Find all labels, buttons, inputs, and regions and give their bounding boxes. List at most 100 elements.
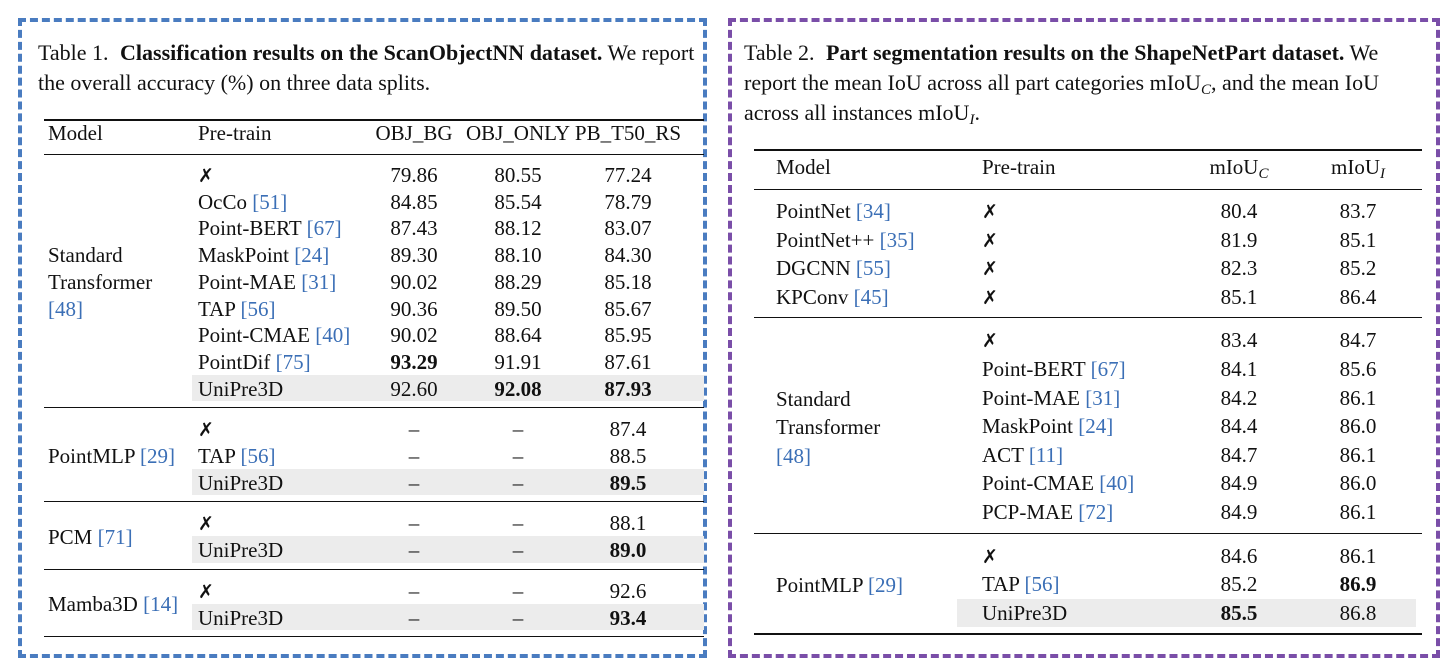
table1-row-3-0-value-0: –	[408, 578, 420, 603]
table1-row-2-0-value-1: –	[512, 511, 524, 536]
table2-row-0-1-model: PointNet++ [35]	[776, 227, 915, 253]
table2-row-0-2-model-name: DGCNN	[776, 256, 856, 281]
table2-row-0-3-pretrain: ✗	[982, 284, 998, 311]
table1-row-0-0-value-0: 79.86	[390, 163, 438, 187]
table1-caption-lead: Table 1.	[38, 40, 109, 65]
table1-header-1: Pre-train	[198, 121, 272, 145]
table1-row-0-6-value-0: 90.02	[390, 323, 438, 348]
table1-row-0-2-value-0: 87.43	[390, 216, 438, 241]
table2-row-2-1-pretrain: TAP [56]	[982, 571, 1059, 597]
table1-header-4: PB_T50_RS	[574, 121, 682, 145]
table2-row-0-0-value-1: 83.7	[1339, 199, 1377, 223]
table2-row-1-4-value-0: 84.7	[1220, 442, 1258, 467]
table2-row-2-2-value-0: 85.5	[1220, 600, 1258, 625]
table1-row-1-0-value-1: –	[512, 417, 524, 442]
table1-model-ref: [14]	[143, 592, 179, 617]
table2-row-0-3-model: KPConv [45]	[776, 284, 889, 310]
table1-header-3: OBJ_ONLY	[465, 121, 571, 145]
table2-row-1-5-pretrain-name: Point-CMAE	[982, 471, 1100, 496]
table2-model-ref-line: [48]	[776, 442, 956, 471]
table1-row-0-2-value-1: 88.12	[494, 216, 542, 241]
table2-header-text-2: mIoU	[1209, 155, 1259, 179]
table2-row-0-2-model: DGCNN [55]	[776, 255, 891, 281]
table2-row-0-3-value-1: 86.4	[1339, 284, 1377, 309]
table2-row-0-2-pretrain: ✗	[982, 255, 998, 282]
table1-row-0-7-pretrain-ref: [75]	[275, 349, 311, 374]
table2-row-2-2-pretrain: UniPre3D	[982, 600, 1067, 626]
table2-row-0-2-model-ref: [55]	[855, 256, 891, 281]
table2-row-1-2-value-1: 86.1	[1339, 385, 1377, 410]
table2-row-0-1-value-1: 85.1	[1339, 227, 1377, 252]
table1-model-3: Mamba3D [14]	[48, 591, 198, 618]
table2-row-1-5-pretrain: Point-CMAE [40]	[982, 470, 1134, 496]
table2-row-1-1-pretrain-ref: [67]	[1090, 357, 1126, 381]
table2-row-1-5-pretrain-ref: [40]	[1099, 471, 1135, 496]
table2-model-1: Standard Transformer [48]	[776, 385, 956, 471]
table2-row-1-4-pretrain-name: ACT	[982, 442, 1029, 467]
table2-model-name: PointMLP	[776, 573, 868, 598]
shaded-row-highlight	[192, 603, 704, 631]
table2-header-2: mIoUC	[1184, 154, 1294, 182]
table2-caption-lead: Table 2.	[744, 40, 815, 65]
table2-caption-sub-i: I	[969, 112, 975, 128]
table1-row-0-4-pretrain-ref: [31]	[301, 269, 337, 294]
table1-row-2-1-pretrain: UniPre3D	[198, 537, 283, 563]
table1-model-ref: [48]	[48, 296, 83, 321]
table1-row-0-8-pretrain: UniPre3D	[198, 376, 283, 402]
table2-row-2-1-value-1: 86.9	[1339, 572, 1377, 597]
table1-row-3-1-value-1: –	[512, 605, 524, 630]
table1-row-0-1-pretrain-ref: [51]	[252, 189, 288, 214]
table2-row-1-3-pretrain-name: MaskPoint	[982, 414, 1079, 439]
table1-row-3-1-pretrain: UniPre3D	[198, 605, 283, 631]
table1-row-1-1-pretrain-name: TAP	[198, 444, 241, 468]
table1-model-line: Transformer	[48, 269, 153, 294]
table1-row-0-5-value-1: 89.50	[494, 296, 542, 321]
table1-row-2-0-value-0: –	[408, 511, 420, 536]
table2-row-0-1-model-name: PointNet++	[776, 227, 880, 252]
table1-row-0-4-value-2: 85.18	[604, 269, 652, 294]
table2-row-0-2-value-1: 85.2	[1339, 256, 1377, 281]
table2-model-line: Standard	[776, 386, 851, 411]
table2-row-2-0-pretrain: ✗	[982, 543, 998, 570]
table2-row-0-3-value-0: 85.1	[1220, 284, 1258, 309]
table1-row-3-0-value-1: –	[512, 578, 524, 603]
table1-row-0-7-pretrain-name: PointDif	[198, 349, 276, 374]
table2-model-ref: [48]	[776, 443, 811, 468]
table2-header-sub-2: C	[1258, 166, 1269, 182]
table1-row-0-1-pretrain: OcCo [51]	[198, 189, 287, 215]
table2-header-sub-3: I	[1380, 166, 1385, 182]
table1-row-0-6-value-2: 85.95	[604, 323, 652, 348]
table2-row-1-1-pretrain-name: Point-BERT	[982, 357, 1091, 381]
table1-row-0-1-pretrain-name: OcCo	[198, 189, 253, 214]
table1-row-0-6-pretrain: Point-CMAE [40]	[198, 322, 350, 348]
table2-model-ref: [29]	[868, 573, 903, 598]
table1-row-1-2-value-0: –	[408, 470, 420, 495]
table2-row-1-3-pretrain: MaskPoint [24]	[982, 413, 1113, 439]
table1-row-1-2-pretrain-name: UniPre3D	[198, 470, 284, 495]
table2-row-1-1-value-0: 84.1	[1220, 357, 1258, 381]
table1-group-rule	[44, 568, 704, 570]
shaded-row-highlight	[192, 536, 704, 563]
cross-mark-icon: ✗	[198, 419, 214, 442]
table1-row-0-3-pretrain: MaskPoint [24]	[198, 242, 329, 268]
table1-header-rule	[44, 154, 704, 155]
table2-top-rule	[754, 149, 1422, 151]
table1-row-0-4-value-0: 90.02	[390, 269, 438, 294]
table1-row-0-4-pretrain: Point-MAE [31]	[198, 269, 336, 295]
table1-row-0-8-pretrain-name: UniPre3D	[198, 376, 284, 401]
table1-row-0-1-value-2: 78.79	[604, 189, 652, 214]
table2-row-1-5-value-0: 84.9	[1220, 471, 1258, 496]
table2-caption-text-1: We report the mean IoU across all part c…	[744, 40, 1379, 95]
table2-row-1-2-pretrain-name: Point-MAE	[982, 385, 1086, 410]
table1-row-0-4-pretrain-name: Point-MAE	[198, 269, 302, 294]
table1-row-2-0-pretrain: ✗	[198, 510, 214, 537]
table2-row-1-0-pretrain: ✗	[982, 327, 998, 354]
table1-row-1-2-pretrain: UniPre3D	[198, 470, 283, 496]
table2-group-rule	[754, 532, 1422, 534]
cross-mark-icon: ✗	[198, 580, 214, 603]
table1-row-1-0-pretrain: ✗	[198, 416, 214, 443]
table2-caption-text-2: , and the mean IoU across all instances …	[744, 70, 1379, 125]
table2-row-1-3-pretrain-ref: [24]	[1078, 414, 1114, 439]
cross-mark-icon: ✗	[982, 545, 998, 568]
table2-row-0-1-value-0: 81.9	[1220, 227, 1258, 252]
